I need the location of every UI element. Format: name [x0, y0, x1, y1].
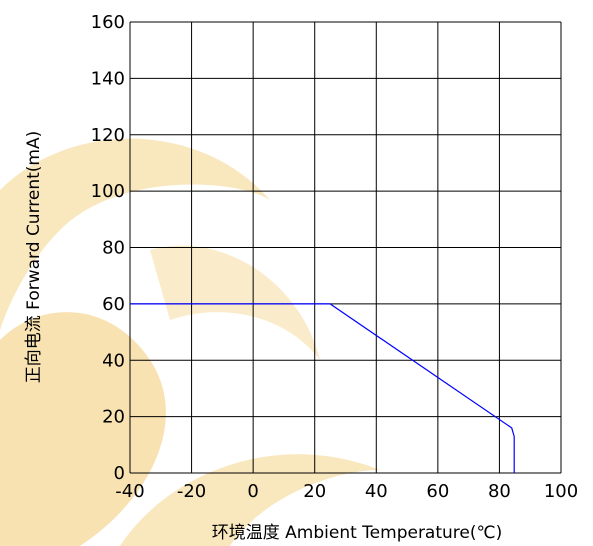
- watermark-shape: [150, 246, 320, 360]
- x-tick-label: 20: [303, 481, 326, 502]
- x-tick-label: -40: [115, 481, 144, 502]
- y-tick-label: 160: [91, 12, 125, 33]
- x-tick-labels: -40 -20 0 20 40 60 80 100: [115, 481, 578, 502]
- chart-series: [130, 304, 514, 473]
- y-axis-label: 正向电流 Forward Current(mA): [24, 131, 44, 383]
- y-tick-label: 140: [91, 68, 125, 89]
- x-tick-label: 0: [247, 481, 258, 502]
- x-tick-label: 100: [544, 481, 578, 502]
- x-axis-label: 环境温度 Ambient Temperature(℃): [212, 523, 502, 543]
- derating-curve: [130, 304, 514, 473]
- y-tick-label: 100: [91, 181, 125, 202]
- y-tick-label: 60: [102, 294, 125, 315]
- y-tick-label: 80: [102, 238, 125, 259]
- y-tick-label: 40: [102, 350, 125, 371]
- x-tick-label: -20: [177, 481, 206, 502]
- y-tick-label: 20: [102, 407, 125, 428]
- x-tick-label: 60: [426, 481, 449, 502]
- x-tick-label: 80: [488, 481, 511, 502]
- chart-grid: [130, 22, 561, 473]
- y-tick-label: 120: [91, 125, 125, 146]
- x-tick-label: 40: [365, 481, 388, 502]
